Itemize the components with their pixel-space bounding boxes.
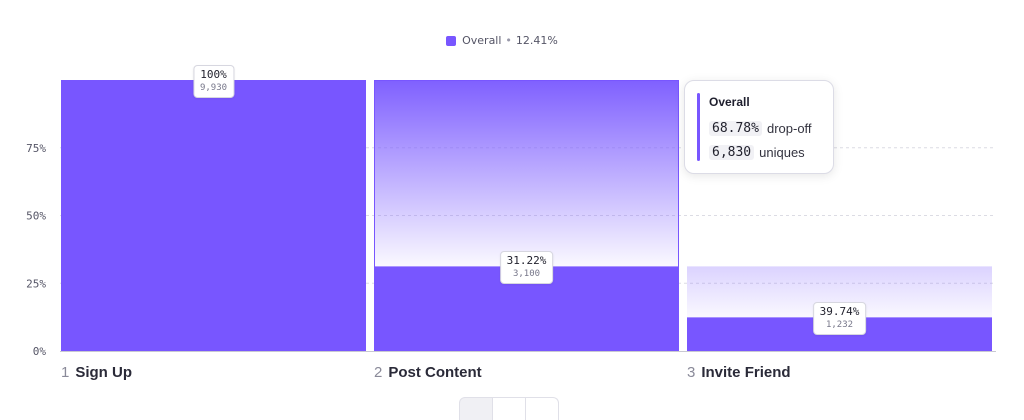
x-category-label[interactable]: 3 Invite Friend <box>687 364 791 381</box>
legend-separator: • <box>505 34 512 47</box>
bar-value-label: 31.22% 3,100 <box>499 251 554 285</box>
bar-value-label: 39.74% 1,232 <box>812 302 867 336</box>
tooltip-dropoff-row: 68.78% drop-off <box>709 121 812 136</box>
legend-name: Overall <box>462 34 502 47</box>
legend-swatch <box>446 35 457 46</box>
y-tick-label: 50% <box>26 210 46 223</box>
y-tick-label: 0% <box>33 345 47 358</box>
tooltip-dropoff-label: drop-off <box>766 121 812 136</box>
y-tick-label: 75% <box>26 142 46 155</box>
funnel-bar <box>61 80 366 351</box>
chart-legend[interactable]: Overall • 12.41% <box>0 34 1004 47</box>
bar-value-label: 100% 9,930 <box>192 65 235 98</box>
step-name: Invite Friend <box>701 364 791 381</box>
step-number: 1 <box>61 364 70 381</box>
bar-percent-label: 31.22% <box>506 254 547 268</box>
bar-percent-label: 39.74% <box>819 305 860 319</box>
step-number: 3 <box>687 364 696 381</box>
legend-value: 12.41% <box>515 34 558 47</box>
step-number: 2 <box>374 364 383 381</box>
x-category-label[interactable]: 1 Sign Up <box>61 364 132 381</box>
tooltip-uniques-value: 6,830 <box>709 145 755 160</box>
hover-tooltip: Overall 68.78% drop-off 6,830 uniques <box>684 80 834 174</box>
bar-count-label: 1,232 <box>825 320 854 331</box>
bar-count-label: 3,100 <box>512 269 541 280</box>
tooltip-uniques-label: uniques <box>759 145 805 160</box>
pagination-button-3[interactable] <box>525 397 559 420</box>
bar-count-label: 9,930 <box>199 83 228 93</box>
dropoff-area <box>374 80 679 267</box>
step-name: Sign Up <box>75 364 133 381</box>
x-category-label[interactable]: 2 Post Content <box>374 364 482 381</box>
pagination-button-1[interactable] <box>459 397 493 420</box>
tooltip-uniques-row: 6,830 uniques <box>709 145 805 160</box>
y-tick-label: 25% <box>26 277 46 290</box>
pagination-button-2[interactable] <box>492 397 526 420</box>
bar-percent-label: 100% <box>200 68 227 81</box>
tooltip-dropoff-value: 68.78% <box>709 121 762 136</box>
tooltip-accent <box>697 93 700 161</box>
tooltip-title: Overall <box>709 95 750 109</box>
pagination-control <box>459 397 559 420</box>
step-name: Post Content <box>388 364 482 381</box>
